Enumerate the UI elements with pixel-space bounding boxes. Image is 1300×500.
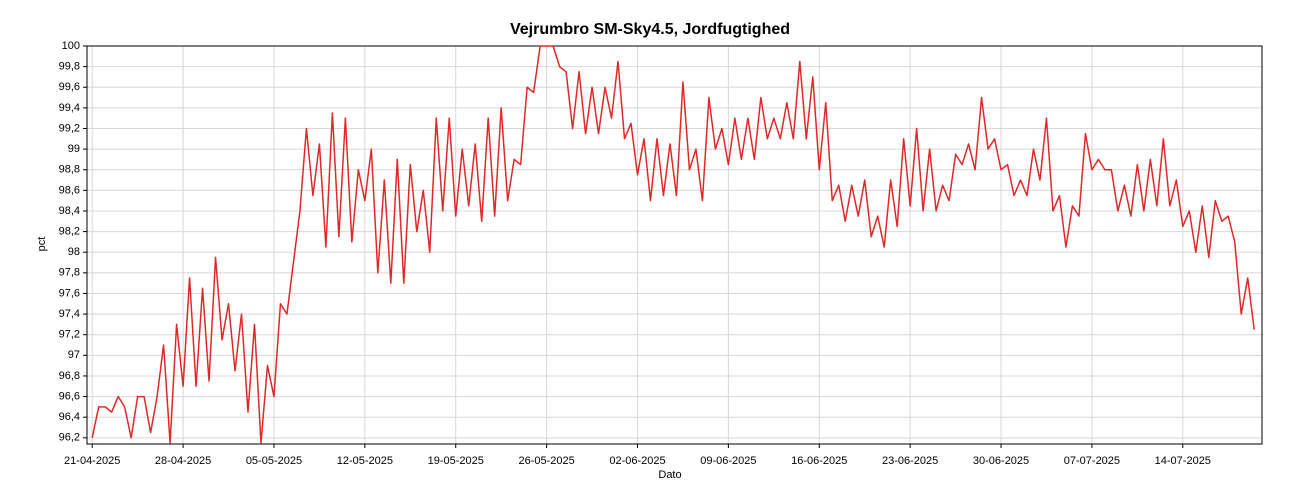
x-axis-label: Dato: [658, 469, 681, 481]
plot-frame: [86, 45, 1263, 445]
y-tick-label: 97,6: [59, 287, 80, 299]
y-tick-label: 96,8: [59, 370, 80, 382]
y-tick-label: 97,4: [59, 308, 80, 320]
x-tick-label: 12-05-2025: [337, 455, 393, 467]
y-tick-label: 97,2: [59, 329, 80, 341]
y-tick-label: 97,8: [59, 267, 80, 279]
x-tick-label: 19-05-2025: [428, 455, 484, 467]
x-tick-label: 16-06-2025: [791, 455, 847, 467]
y-tick-label: 98,8: [59, 164, 80, 176]
x-tick-label: 26-05-2025: [518, 455, 574, 467]
x-tick-label: 21-04-2025: [64, 455, 120, 467]
x-tick-label: 05-05-2025: [246, 455, 302, 467]
x-tick-label: 28-04-2025: [155, 455, 211, 467]
chart-title: Vejrumbro SM-Sky4.5, Jordfugtighed: [510, 21, 790, 38]
y-tick-label: 98,6: [59, 184, 80, 196]
y-tick-label: 96,2: [59, 432, 80, 444]
x-tick-label: 02-06-2025: [609, 455, 665, 467]
x-tick-label: 09-06-2025: [700, 455, 756, 467]
y-tick-label: 96,4: [59, 411, 80, 423]
y-tick-label: 99,4: [59, 102, 80, 114]
x-tick-label: 07-07-2025: [1064, 455, 1120, 467]
y-tick-label: 99,8: [59, 61, 80, 73]
data-line: [91, 45, 1255, 444]
y-tick-label: 96,6: [59, 390, 80, 402]
x-tick-label: 23-06-2025: [882, 455, 938, 467]
y-tick-label: 98: [68, 246, 80, 258]
y-tick-label: 100: [62, 40, 80, 52]
y-tick-label: 99,2: [59, 122, 80, 134]
y-tick-label: 98,4: [59, 205, 80, 217]
y-axis-label: pct: [36, 237, 48, 252]
y-tick-label: 98,2: [59, 226, 80, 238]
y-tick-label: 99: [68, 143, 80, 155]
x-tick-label: 14-07-2025: [1155, 455, 1211, 467]
y-tick-label: 99,6: [59, 81, 80, 93]
x-tick-label: 30-06-2025: [973, 455, 1029, 467]
y-tick-label: 97: [68, 349, 80, 361]
